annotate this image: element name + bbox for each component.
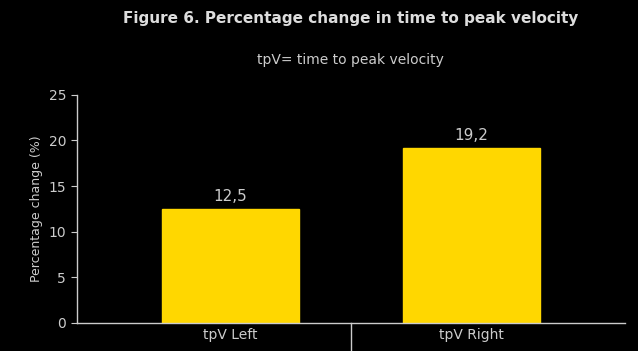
Text: 19,2: 19,2 — [455, 128, 489, 143]
Bar — [403, 148, 540, 323]
Text: Figure 6. Percentage change in time to peak velocity: Figure 6. Percentage change in time to p… — [123, 11, 579, 26]
Y-axis label: Percentage change (%): Percentage change (%) — [30, 135, 43, 282]
Bar — [161, 209, 299, 323]
Text: 12,5: 12,5 — [213, 189, 247, 204]
Text: tpV= time to peak velocity: tpV= time to peak velocity — [258, 53, 444, 67]
